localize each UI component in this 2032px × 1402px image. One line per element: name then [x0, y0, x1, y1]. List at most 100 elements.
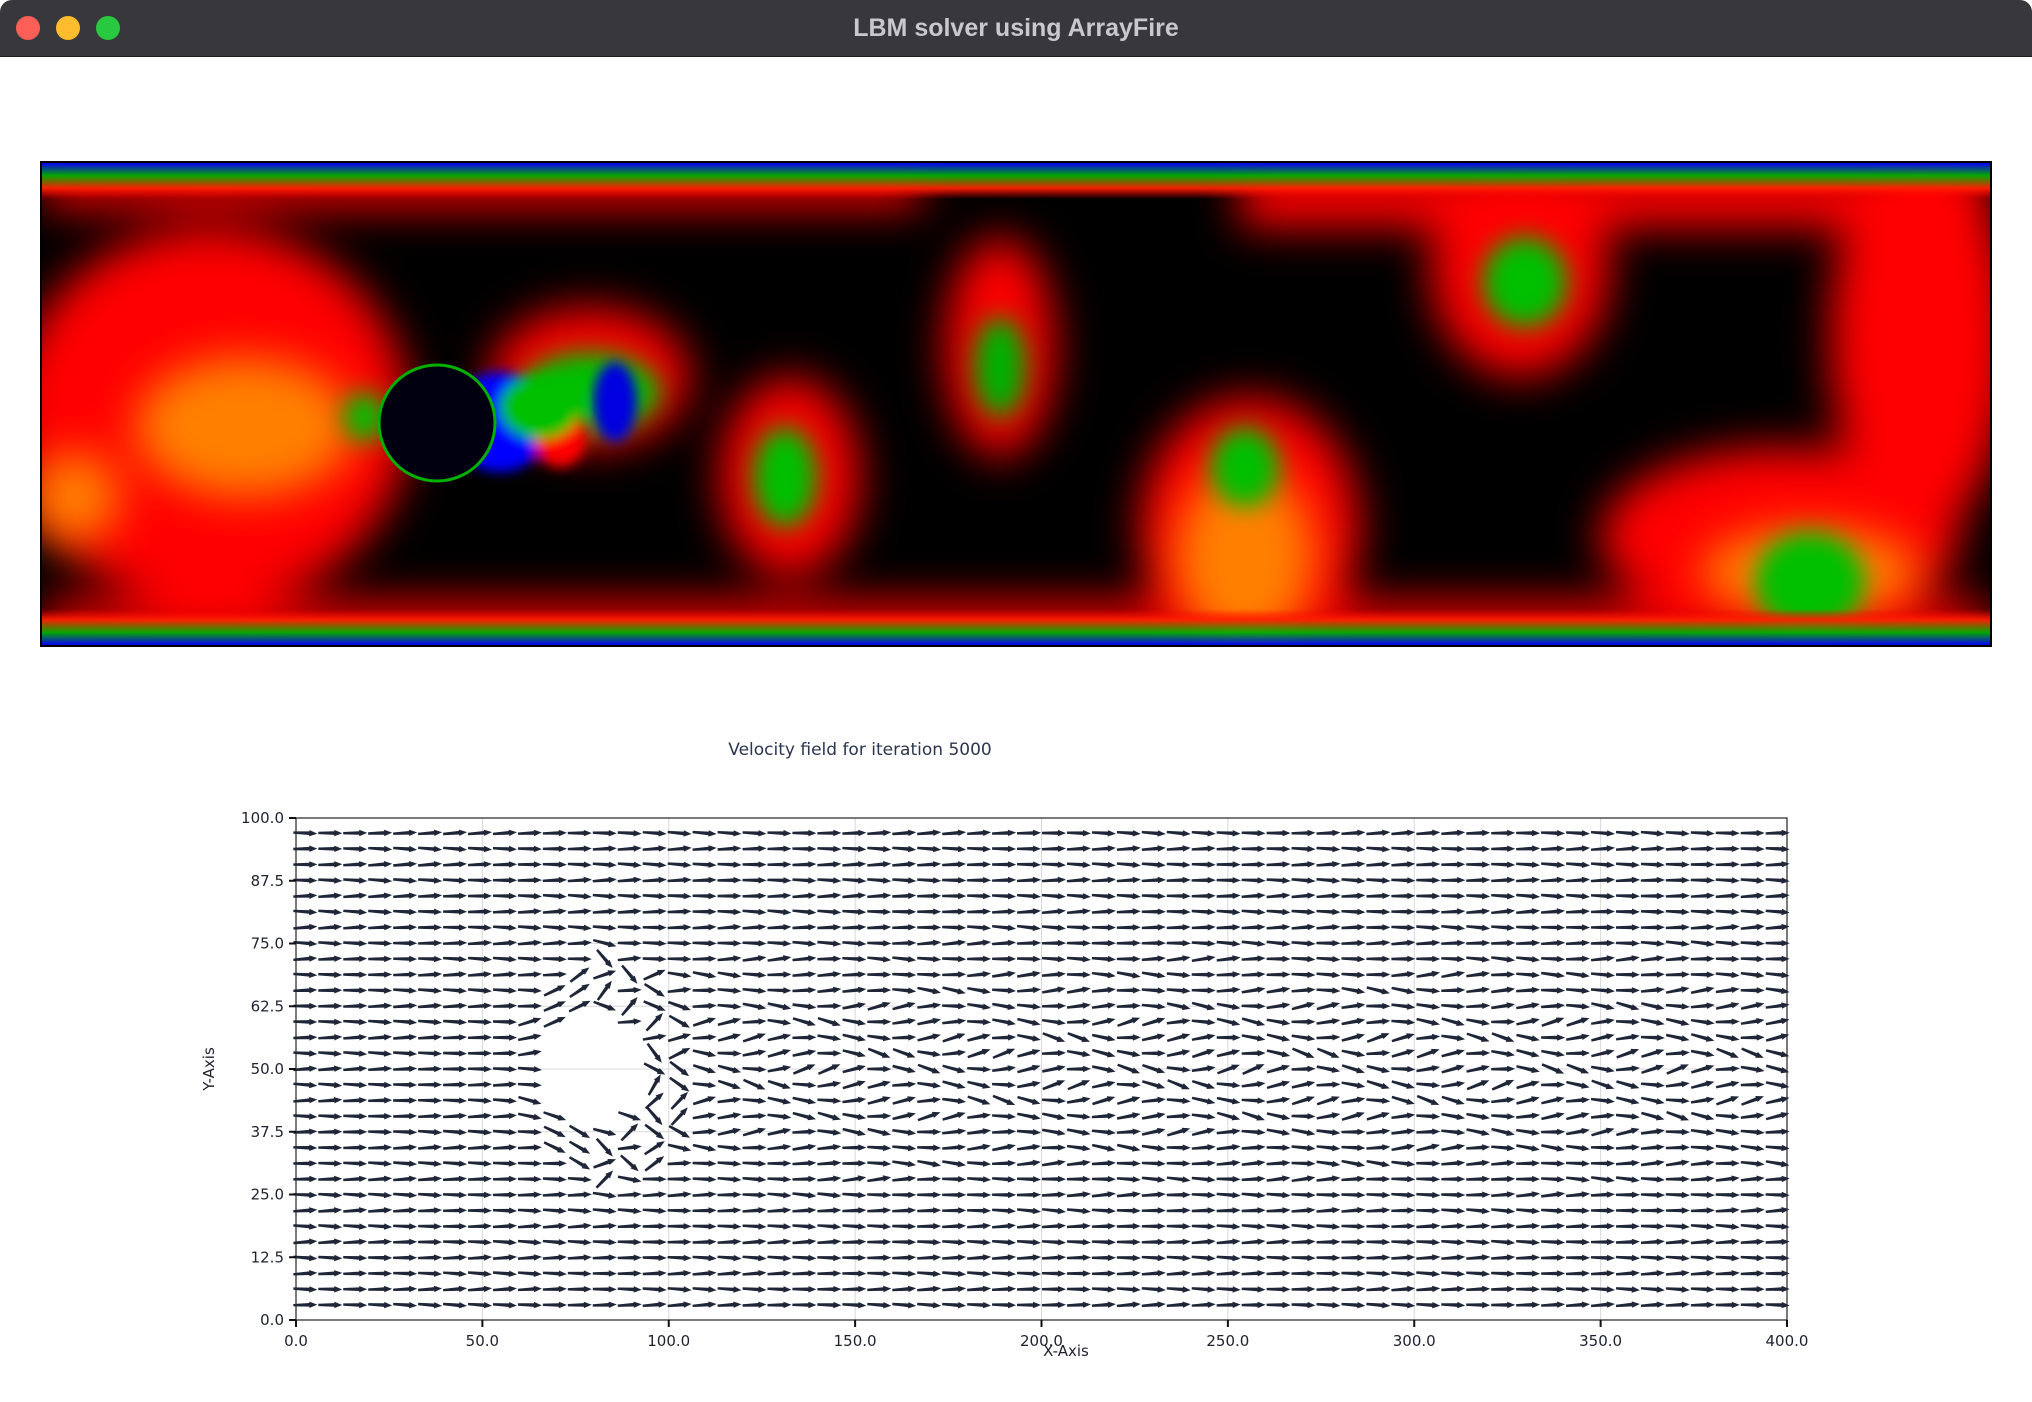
velocity-arrow — [1216, 861, 1241, 868]
velocity-arrow — [343, 1128, 368, 1136]
maximize-window-button[interactable] — [96, 16, 120, 40]
velocity-arrow — [1441, 1034, 1466, 1042]
velocity-arrow — [1765, 877, 1790, 884]
velocity-arrow — [418, 861, 443, 868]
velocity-arrow — [942, 971, 967, 978]
velocity-arrow — [1416, 1065, 1441, 1073]
velocity-arrow — [1740, 940, 1765, 947]
velocity-arrow — [1591, 1160, 1615, 1167]
velocity-arrow — [418, 1112, 443, 1120]
velocity-arrow — [842, 1064, 866, 1074]
velocity-arrow — [1516, 1239, 1541, 1246]
velocity-arrow — [942, 1033, 966, 1043]
velocity-arrow — [1441, 908, 1466, 915]
velocity-arrow — [318, 1097, 343, 1104]
velocity-arrow — [293, 1113, 318, 1120]
velocity-arrow — [1241, 924, 1266, 931]
velocity-arrow — [1466, 861, 1491, 868]
velocity-arrow — [842, 1175, 867, 1183]
velocity-arrow — [1491, 845, 1516, 852]
velocity-arrow — [393, 908, 418, 916]
velocity-arrow — [670, 1107, 688, 1126]
velocity-arrow — [592, 1301, 617, 1308]
velocity-arrow — [1316, 1238, 1341, 1246]
velocity-arrow — [1142, 1064, 1166, 1074]
close-window-button[interactable] — [16, 16, 40, 40]
velocity-arrow — [517, 1112, 542, 1121]
velocity-arrow — [1715, 830, 1740, 837]
velocity-arrow — [567, 861, 592, 868]
velocity-arrow — [792, 1301, 817, 1309]
velocity-arrow — [817, 1002, 842, 1010]
velocity-arrow — [1765, 1238, 1790, 1245]
velocity-arrow — [1166, 1254, 1191, 1262]
velocity-arrow — [1491, 1222, 1516, 1230]
velocity-arrow — [617, 987, 642, 994]
velocity-arrow — [1017, 1270, 1041, 1277]
velocity-arrow — [593, 1000, 616, 1011]
velocity-arrow — [1491, 1175, 1516, 1183]
velocity-arrow — [917, 1063, 941, 1074]
velocity-arrow — [1316, 1018, 1341, 1025]
velocity-arrow — [1341, 971, 1366, 979]
velocity-arrow — [642, 1191, 667, 1198]
velocity-arrow — [468, 1160, 492, 1167]
velocity-arrow — [568, 1156, 591, 1170]
velocity-arrow — [942, 845, 967, 853]
velocity-arrow — [468, 1239, 492, 1246]
velocity-arrow — [567, 1207, 592, 1215]
velocity-arrow — [1466, 1222, 1491, 1230]
velocity-arrow — [418, 1285, 443, 1293]
velocity-arrow — [1740, 829, 1765, 837]
velocity-arrow — [1091, 1129, 1116, 1136]
velocity-arrow — [1690, 877, 1715, 884]
velocity-arrow — [867, 877, 892, 884]
velocity-arrow — [343, 1034, 368, 1041]
velocity-arrow — [1441, 970, 1466, 978]
velocity-arrow — [1640, 1191, 1665, 1199]
velocity-arrow — [318, 971, 343, 978]
velocity-arrow — [917, 1254, 942, 1261]
velocity-arrow — [967, 955, 992, 963]
velocity-arrow — [1291, 1034, 1316, 1042]
velocity-arrow — [717, 987, 742, 994]
velocity-arrow — [1066, 971, 1091, 978]
velocity-arrow — [443, 861, 467, 868]
velocity-arrow — [592, 845, 617, 852]
velocity-arrow — [817, 1080, 842, 1088]
velocity-arrow — [1715, 1223, 1740, 1230]
velocity-arrow — [617, 924, 642, 931]
minimize-window-button[interactable] — [56, 16, 80, 40]
velocity-arrow — [1166, 1144, 1191, 1151]
velocity-arrow — [1541, 1049, 1565, 1058]
velocity-arrow — [393, 1160, 418, 1167]
velocity-arrow — [1765, 1096, 1790, 1105]
velocity-arrow — [1690, 1019, 1715, 1026]
velocity-arrow — [1291, 1301, 1316, 1309]
velocity-arrow — [1191, 1096, 1216, 1105]
velocity-arrow — [1416, 829, 1441, 836]
velocity-arrow — [692, 1034, 717, 1041]
velocity-arrow — [643, 1062, 666, 1075]
velocity-arrow — [892, 1270, 917, 1277]
velocity-arrow — [1640, 955, 1665, 962]
velocity-arrow — [443, 908, 468, 915]
velocity-arrow — [1266, 1144, 1291, 1151]
velocity-arrow — [418, 1160, 443, 1167]
velocity-arrow — [792, 861, 817, 868]
velocity-arrow — [667, 1000, 691, 1011]
velocity-arrow — [1266, 1270, 1291, 1277]
velocity-arrow — [692, 1254, 717, 1262]
velocity-arrow — [942, 1112, 966, 1121]
velocity-arrow — [767, 1238, 792, 1245]
velocity-arrow — [1441, 829, 1466, 836]
velocity-arrow — [1566, 1128, 1590, 1136]
velocity-arrow — [1591, 1079, 1615, 1090]
velocity-arrow — [1191, 1049, 1216, 1059]
velocity-arrow — [1091, 1143, 1116, 1152]
velocity-arrow — [1166, 1002, 1191, 1011]
velocity-arrow — [1341, 1175, 1366, 1182]
velocity-arrow — [443, 1239, 467, 1246]
velocity-arrow — [1591, 1002, 1615, 1011]
velocity-arrow — [1416, 924, 1441, 931]
